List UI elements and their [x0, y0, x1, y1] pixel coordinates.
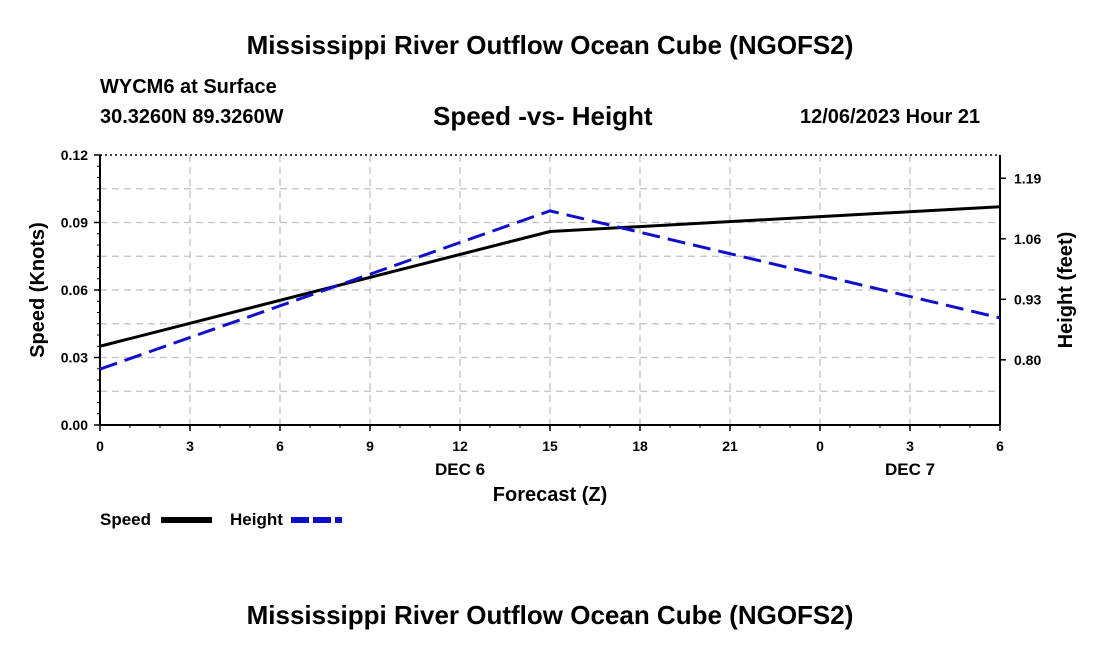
x-date-label: DEC 7	[885, 460, 935, 479]
y-tick-label-left: 0.00	[61, 417, 88, 433]
footer-title: Mississippi River Outflow Ocean Cube (NG…	[246, 600, 854, 630]
y-tick-label-right: 0.80	[1014, 352, 1041, 368]
series-line-speed	[99, 205, 1001, 348]
x-tick-label: 15	[542, 438, 558, 454]
y-tick-label-left: 0.09	[61, 215, 88, 231]
coordinates-label: 30.3260N 89.3260W	[100, 106, 284, 128]
y-axis-title-left: Speed (Knots)	[27, 222, 49, 358]
plot-title: Speed -vs- Height	[433, 101, 653, 131]
y-tick-label-left: 0.06	[61, 282, 88, 298]
x-tick-label: 3	[186, 438, 194, 454]
x-tick-label: 6	[276, 438, 284, 454]
datetime-label: 12/06/2023 Hour 21	[800, 106, 981, 128]
y-tick-label-left: 0.12	[61, 147, 88, 163]
station-label: WYCM6 at Surface	[100, 76, 277, 98]
x-date-label: DEC 6	[435, 460, 485, 479]
x-tick-label: 0	[816, 438, 824, 454]
x-tick-label: 6	[996, 438, 1004, 454]
x-tick-label: 0	[96, 438, 104, 454]
series-line-height	[99, 209, 1001, 371]
x-tick-label: 12	[452, 438, 468, 454]
x-tick-label: 3	[906, 438, 914, 454]
x-tick-label: 9	[366, 438, 374, 454]
y-tick-label-right: 1.06	[1014, 231, 1041, 247]
x-tick-label: 18	[632, 438, 648, 454]
page-title: Mississippi River Outflow Ocean Cube (NG…	[246, 30, 854, 60]
y-axis-title-right: Height (feet)	[1055, 232, 1077, 349]
y-tick-label-right: 1.19	[1014, 170, 1041, 186]
y-tick-label-left: 0.03	[61, 350, 88, 366]
x-axis-title: Forecast (Z)	[493, 484, 607, 506]
x-tick-label: 21	[722, 438, 738, 454]
legend-label-height: Height	[230, 510, 283, 529]
y-tick-label-right: 0.93	[1014, 291, 1041, 307]
legend-label-speed: Speed	[100, 510, 151, 529]
